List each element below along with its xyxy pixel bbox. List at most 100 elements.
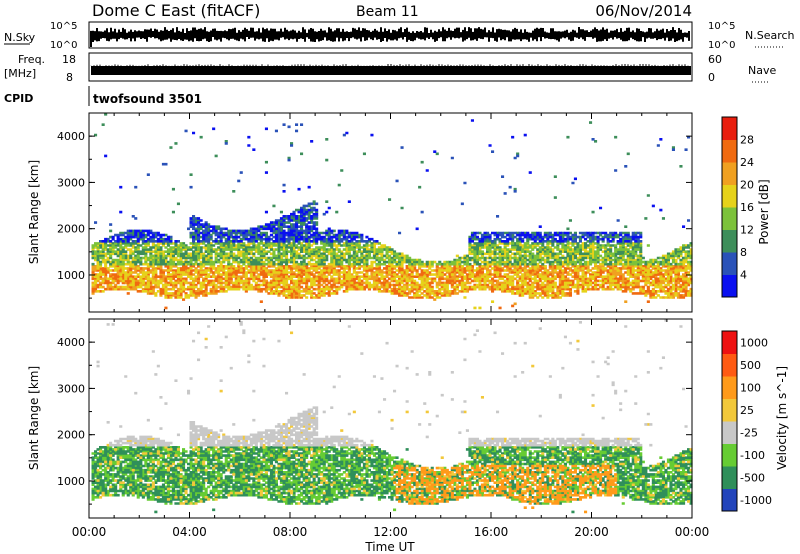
- colorbar-segment: [722, 421, 737, 444]
- freq-trace: [91, 66, 691, 75]
- colorbar-segment: [722, 184, 737, 208]
- cpid-label: CPID: [4, 92, 33, 105]
- y-tick-label: 3000: [57, 382, 85, 395]
- colorbar-tick-label: 12: [740, 224, 754, 237]
- nave-tick-bottom: 0: [708, 71, 715, 84]
- data-cell-group: [96, 319, 688, 447]
- y-tick-label: 3000: [57, 176, 85, 189]
- colorbar-tick-label: -500: [740, 471, 765, 484]
- colorbar-segment: [722, 162, 737, 185]
- freq-tick-bottom: 8: [66, 71, 73, 84]
- colorbar-segment: [722, 331, 737, 354]
- colorbar-segment: [722, 229, 737, 253]
- noise-panel: N.Sky 10^5 10^0 10^5 10^0 N.Search: [4, 21, 795, 51]
- velocity-data-cells: [91, 319, 693, 514]
- nave-tick-top: 60: [708, 53, 722, 66]
- nave-line: [90, 64, 689, 66]
- colorbar-tick-label: 100: [740, 381, 761, 394]
- colorbar-segment: [722, 398, 737, 422]
- freq-label: Freq.: [18, 53, 45, 66]
- x-tick-label: 20:00: [574, 525, 609, 539]
- data-cell-group: [94, 123, 691, 243]
- colorbar-tick-label: 20: [740, 179, 754, 192]
- power-colorbar: 4 8 12 16 20 24 28: [721, 116, 754, 298]
- nave-trace: [90, 64, 689, 66]
- velocity-colorbar-label: Velocity [m s^-1]: [775, 366, 789, 470]
- x-tick-label: 04:00: [172, 525, 207, 539]
- power-ylabel: Slant Range [km]: [27, 160, 41, 264]
- colorbar-segment: [722, 466, 737, 489]
- y-tick-label: 1000: [57, 269, 85, 282]
- noise-line: [90, 27, 690, 42]
- colorbar-tick-label: 1000: [740, 336, 768, 349]
- x-axis-label: Time UT: [364, 540, 415, 554]
- velocity-colorbar: 1000 500 100 25 -25 -100 -500 -1000: [721, 330, 772, 512]
- freq-frame: [88, 52, 693, 82]
- colorbar-segment: [722, 139, 737, 163]
- y-tick-label: 4000: [57, 336, 85, 349]
- colorbar-tick-label: 16: [740, 201, 754, 214]
- x-tick-label: 12:00: [373, 525, 408, 539]
- cpid-panel: CPID twofsound 3501: [4, 86, 202, 106]
- noise-tick-bottom-right: 10^0: [708, 40, 735, 51]
- colorbar-segment: [722, 252, 737, 275]
- colorbar-segment: [722, 117, 737, 140]
- colorbar-tick-label: 500: [740, 359, 761, 372]
- beam-label: Beam 11: [356, 4, 419, 20]
- colorbar-segment: [722, 376, 737, 399]
- date-label: 06/Nov/2014: [595, 2, 692, 20]
- data-cell-group: [91, 113, 693, 266]
- colorbar-segment: [722, 443, 737, 467]
- colorbar-tick-label: 28: [740, 134, 754, 147]
- colorbar-tick-label: 24: [740, 156, 754, 169]
- y-tick-label: 2000: [57, 223, 85, 236]
- nave-label: Nave: [748, 64, 776, 77]
- colorbar-tick-label: 25: [740, 404, 754, 417]
- x-tick-label: 00:00: [72, 525, 107, 539]
- y-tick-label: 4000: [57, 130, 85, 143]
- colorbar-segment: [722, 274, 737, 298]
- noise-trace: [90, 27, 690, 47]
- power-panel: 1000 2000 3000 4000 Slant Range [km] 4 8 12 16…: [27, 112, 771, 313]
- noise-frame: [88, 21, 693, 49]
- power-axes: 1000 2000 3000 4000: [57, 112, 693, 312]
- colorbar-tick-label: 4: [740, 269, 747, 282]
- freq-panel: Freq. [MHz] 18 8 60 0 Nave: [4, 52, 776, 84]
- colorbar-segment: [722, 353, 737, 377]
- freq-tick-top: 18: [62, 53, 76, 66]
- noise-tick-top-right: 10^5: [708, 21, 735, 32]
- data-cell-group: [91, 446, 693, 512]
- noise-tick-bottom-left: 10^0: [50, 40, 77, 51]
- data-cell-group: [91, 242, 693, 266]
- data-cell-group: [91, 446, 693, 514]
- data-cell-group: [101, 119, 686, 243]
- data-cell-group: [91, 265, 693, 306]
- velocity-axes: 1000 2000 3000 4000: [57, 318, 693, 518]
- velocity-panel: 1000 2000 3000 4000 Slant Range [km] 1000 50…: [27, 318, 789, 519]
- freq-unit-label: [MHz]: [4, 67, 36, 80]
- noise-tick-top-left: 10^5: [50, 21, 77, 32]
- colorbar-tick-label: 8: [740, 246, 747, 259]
- colorbar-tick-label: -1000: [740, 494, 772, 507]
- colorbar-frame: [721, 330, 738, 512]
- colorbar-segment: [722, 207, 737, 230]
- noise-search-label: N.Search: [745, 29, 795, 42]
- station-title: Dome C East (fitACF): [92, 1, 260, 20]
- y-tick-label: 2000: [57, 429, 85, 442]
- data-cell-group: [393, 464, 618, 514]
- power-colorbar-label: Power [dB]: [757, 179, 771, 244]
- x-tick-labels: 00:00 04:00 08:00 12:00 16:00 20:00 00:00: [72, 525, 710, 539]
- power-data-cells: [91, 113, 693, 310]
- x-tick-label: 00:00: [675, 525, 710, 539]
- y-tick-label: 1000: [57, 475, 85, 488]
- colorbar-tick-label: -100: [740, 449, 765, 462]
- cpid-text: twofsound 3501: [93, 92, 202, 106]
- colorbar-tick-label: -25: [740, 426, 758, 439]
- x-tick-label: 08:00: [273, 525, 308, 539]
- colorbar-frame: [721, 116, 738, 298]
- noise-sky-label: N.Sky: [4, 31, 36, 44]
- velocity-ylabel: Slant Range [km]: [27, 366, 41, 470]
- colorbar-segment: [722, 488, 737, 512]
- x-tick-label: 16:00: [474, 525, 509, 539]
